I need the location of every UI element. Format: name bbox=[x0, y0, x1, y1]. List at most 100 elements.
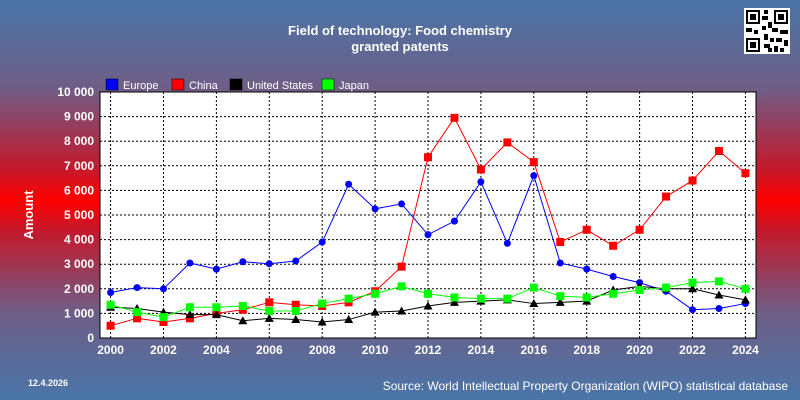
data-point-japan bbox=[688, 278, 697, 287]
x-tick-label: 2024 bbox=[732, 343, 759, 357]
data-point-united-states bbox=[397, 306, 407, 315]
y-axis-label: Amount bbox=[21, 190, 36, 240]
data-point-europe bbox=[424, 231, 432, 239]
data-point-japan bbox=[265, 306, 274, 315]
series-japan bbox=[106, 277, 750, 322]
data-point-japan bbox=[450, 293, 459, 302]
x-tick-label: 2014 bbox=[468, 343, 495, 357]
legend-item-japan: Japan bbox=[321, 78, 369, 92]
chart-title-line-1: Field of technology: Food chemistry bbox=[288, 23, 512, 38]
x-tick-label: 2000 bbox=[97, 343, 124, 357]
data-point-japan bbox=[397, 282, 406, 291]
data-point-europe bbox=[477, 178, 485, 186]
x-tick-label: 2020 bbox=[626, 343, 653, 357]
data-point-japan bbox=[212, 303, 221, 312]
legend: Europe China United States Japan bbox=[105, 78, 369, 92]
data-point-japan bbox=[582, 293, 591, 302]
data-point-china bbox=[635, 225, 644, 234]
y-tick-label: 6 000 bbox=[64, 183, 94, 197]
data-point-china bbox=[609, 241, 618, 250]
legend-swatch bbox=[321, 78, 335, 91]
data-point-china bbox=[159, 318, 168, 327]
data-point-japan bbox=[371, 289, 380, 298]
data-point-china bbox=[450, 113, 459, 122]
data-point-japan bbox=[556, 292, 565, 301]
data-point-united-states bbox=[291, 315, 301, 324]
data-point-japan bbox=[741, 284, 750, 293]
data-point-united-states bbox=[238, 316, 248, 325]
data-point-japan bbox=[159, 313, 168, 322]
data-point-japan bbox=[133, 308, 142, 317]
data-point-united-states bbox=[264, 313, 274, 322]
data-point-europe bbox=[530, 172, 538, 180]
data-point-china bbox=[688, 176, 697, 185]
data-point-europe bbox=[265, 260, 273, 268]
data-point-europe bbox=[609, 273, 617, 280]
data-point-china bbox=[556, 238, 565, 247]
data-point-united-states bbox=[317, 317, 327, 326]
data-point-japan bbox=[635, 286, 644, 295]
data-point-united-states bbox=[529, 299, 539, 308]
data-point-europe bbox=[689, 306, 697, 314]
data-point-china bbox=[503, 138, 512, 147]
data-point-europe bbox=[715, 304, 723, 312]
data-point-europe bbox=[345, 180, 353, 188]
legend-label: Japan bbox=[339, 80, 369, 92]
legend-label: China bbox=[189, 80, 219, 92]
data-point-japan bbox=[476, 294, 485, 303]
x-tick-label: 2018 bbox=[573, 343, 600, 357]
data-point-europe bbox=[159, 285, 167, 293]
data-point-europe bbox=[212, 265, 220, 273]
data-point-united-states bbox=[423, 301, 433, 310]
data-point-europe bbox=[107, 288, 115, 296]
data-point-china bbox=[106, 321, 115, 330]
data-point-japan bbox=[529, 283, 538, 292]
y-tick-label: 10 000 bbox=[57, 85, 94, 99]
data-point-china bbox=[476, 165, 485, 174]
y-tick-label: 0 bbox=[87, 331, 94, 345]
legend-swatch bbox=[171, 78, 185, 91]
data-point-europe bbox=[292, 257, 300, 265]
footer-source: Source: World Intellectual Property Orga… bbox=[382, 379, 788, 393]
legend-item-china: China bbox=[171, 78, 219, 92]
data-point-japan bbox=[238, 302, 247, 311]
legend-label: United States bbox=[247, 80, 314, 92]
legend-label: Europe bbox=[123, 80, 158, 92]
data-point-japan bbox=[662, 283, 671, 292]
x-tick-label: 2004 bbox=[203, 343, 230, 357]
data-point-japan bbox=[106, 300, 115, 309]
x-tick-label: 2016 bbox=[520, 343, 547, 357]
x-tick-label: 2022 bbox=[679, 343, 706, 357]
data-point-europe bbox=[318, 238, 326, 246]
y-axis-ticks: 0 1 000 2 000 3 000 4 000 5 000 6 000 7 000 8 00… bbox=[57, 85, 94, 345]
chart-title-line-2: granted patents bbox=[351, 39, 449, 54]
x-tick-label: 2010 bbox=[362, 343, 389, 357]
y-tick-label: 2 000 bbox=[64, 282, 94, 296]
data-point-europe bbox=[133, 284, 141, 292]
data-point-japan bbox=[609, 289, 618, 298]
data-point-europe bbox=[371, 205, 379, 213]
data-point-europe bbox=[239, 258, 247, 266]
series-lines bbox=[106, 113, 750, 330]
legend-swatch bbox=[105, 78, 119, 91]
x-tick-label: 2002 bbox=[150, 343, 177, 357]
data-point-china bbox=[714, 147, 723, 156]
x-tick-label: 2006 bbox=[256, 343, 283, 357]
data-point-united-states bbox=[211, 310, 221, 319]
y-tick-label: 4 000 bbox=[64, 233, 94, 247]
qr-code-icon bbox=[744, 8, 790, 54]
data-point-japan bbox=[344, 294, 353, 303]
data-point-china bbox=[424, 153, 432, 162]
y-tick-label: 8 000 bbox=[64, 134, 94, 148]
x-axis-ticks: 2000 2002 2004 2006 2008 2010 2012 2014 2016 2018… bbox=[97, 343, 759, 357]
data-point-europe bbox=[398, 200, 406, 208]
data-point-united-states bbox=[370, 307, 380, 316]
data-point-japan bbox=[424, 289, 432, 298]
data-point-europe bbox=[503, 239, 511, 247]
legend-item-united-states: United States bbox=[229, 78, 314, 92]
data-point-europe bbox=[556, 259, 564, 267]
data-point-united-states bbox=[185, 310, 195, 319]
data-point-japan bbox=[318, 299, 327, 308]
